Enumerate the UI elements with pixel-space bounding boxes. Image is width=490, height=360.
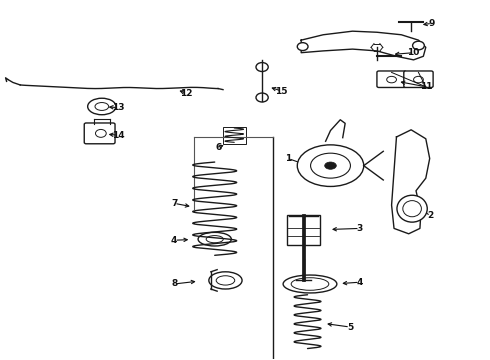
Text: 14: 14 (112, 131, 124, 140)
Text: 2: 2 (428, 211, 434, 220)
Text: 3: 3 (357, 224, 363, 233)
Ellipse shape (413, 41, 424, 50)
Text: 11: 11 (419, 82, 432, 91)
Polygon shape (392, 130, 430, 234)
Text: 10: 10 (407, 48, 420, 57)
Ellipse shape (297, 145, 364, 186)
Text: 8: 8 (171, 279, 177, 288)
Ellipse shape (297, 42, 308, 50)
Ellipse shape (325, 162, 336, 169)
FancyBboxPatch shape (404, 71, 433, 87)
Text: 12: 12 (180, 89, 193, 98)
Text: 6: 6 (216, 143, 222, 152)
Text: 9: 9 (429, 19, 435, 28)
Text: 1: 1 (285, 154, 291, 163)
Text: 4: 4 (357, 278, 363, 287)
Ellipse shape (88, 98, 116, 115)
Text: 15: 15 (275, 86, 288, 95)
Ellipse shape (397, 195, 427, 222)
Text: 4: 4 (171, 236, 177, 245)
Text: 7: 7 (171, 199, 177, 208)
FancyBboxPatch shape (84, 123, 115, 144)
Text: 5: 5 (347, 323, 353, 332)
FancyBboxPatch shape (377, 71, 406, 87)
Polygon shape (301, 31, 426, 60)
Text: 13: 13 (112, 103, 124, 112)
